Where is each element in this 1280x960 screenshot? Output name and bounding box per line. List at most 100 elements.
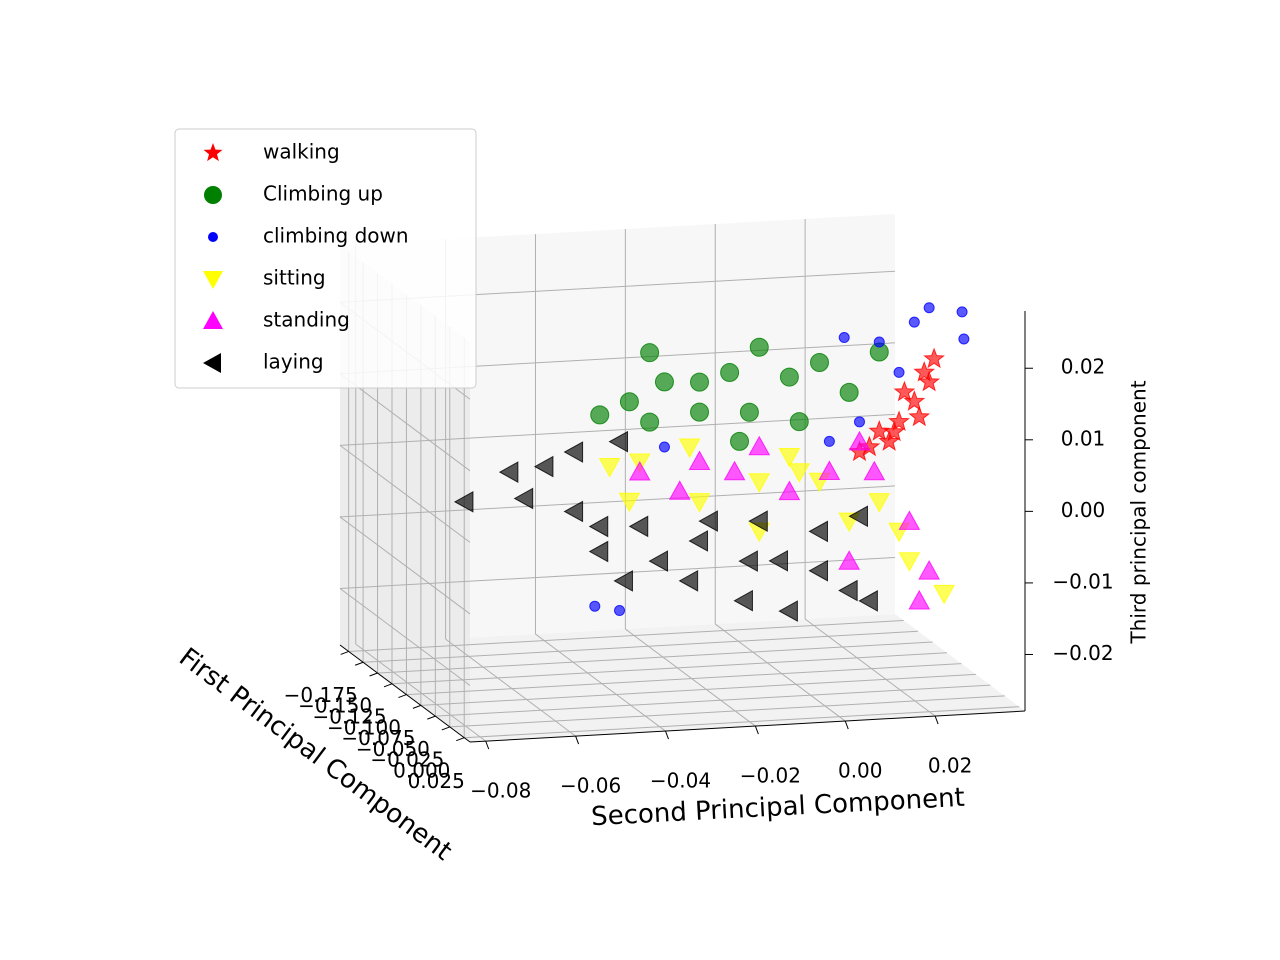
y-tick-label: −0.04 xyxy=(650,769,711,793)
data-point xyxy=(908,589,931,610)
grid-line xyxy=(625,628,756,727)
z-tick-label: 0.02 xyxy=(1061,355,1106,379)
data-point xyxy=(739,402,759,422)
x-tick-label: −0.075 xyxy=(341,726,415,750)
data-point xyxy=(690,372,710,392)
data-point xyxy=(619,392,639,412)
data-point xyxy=(533,455,554,478)
data-point xyxy=(730,431,750,451)
legend: walking Climbing up climbing down sitting st… xyxy=(174,128,477,389)
grid-line xyxy=(339,373,471,472)
data-point xyxy=(838,550,861,570)
data-point xyxy=(590,405,610,425)
data-point xyxy=(868,420,891,441)
data-point xyxy=(888,410,910,432)
grid-line xyxy=(339,485,896,518)
tick-mark xyxy=(844,720,849,730)
x-tick-label: 0.000 xyxy=(393,758,450,782)
data-point xyxy=(648,550,669,572)
data-point xyxy=(779,367,799,387)
x-tick-label: −0.050 xyxy=(356,737,430,761)
data-point xyxy=(923,302,935,314)
data-point xyxy=(688,493,711,513)
data-point xyxy=(628,460,651,481)
grid-line xyxy=(406,663,962,696)
legend-marker xyxy=(203,311,223,329)
data-point xyxy=(668,480,691,500)
data-point xyxy=(863,460,886,481)
data-point xyxy=(808,559,829,582)
tick-mark xyxy=(398,694,407,699)
data-point xyxy=(778,600,798,622)
data-point xyxy=(808,520,829,543)
data-point xyxy=(688,530,709,552)
grid-line xyxy=(339,588,471,686)
legend-marker xyxy=(203,353,221,373)
grid-line xyxy=(348,619,904,652)
tick-mark xyxy=(427,715,436,720)
data-point xyxy=(618,492,641,513)
z-axis-label: Third principal component xyxy=(1127,380,1151,644)
tick-mark xyxy=(456,737,465,742)
data-point xyxy=(513,487,534,510)
data-point xyxy=(893,366,905,378)
grid-line xyxy=(535,633,666,732)
data-point xyxy=(873,336,885,348)
x-tick-label: −0.125 xyxy=(313,705,387,729)
grid-line xyxy=(804,618,936,717)
data-point xyxy=(678,570,699,592)
tick-mark xyxy=(340,650,349,655)
data-point xyxy=(893,380,916,402)
data-point xyxy=(883,420,905,442)
legend-marker xyxy=(203,143,223,162)
y-axis-label: Second Principal Component xyxy=(590,783,965,833)
data-point xyxy=(640,343,660,363)
grid-line xyxy=(355,643,487,742)
data-point xyxy=(853,416,865,428)
data-point xyxy=(778,448,801,468)
tick-mark xyxy=(665,730,669,740)
grid-line xyxy=(363,630,919,663)
data-point xyxy=(498,461,519,483)
tick-mark xyxy=(934,715,939,725)
data-point xyxy=(898,552,921,572)
x-tick-label: −0.150 xyxy=(298,694,372,718)
data-point xyxy=(908,316,920,328)
legend-label: standing xyxy=(263,308,350,332)
data-point xyxy=(956,306,968,318)
data-point xyxy=(848,505,868,528)
data-point xyxy=(748,473,771,493)
data-point xyxy=(913,360,936,382)
y-tick-label: −0.06 xyxy=(560,774,621,798)
data-point xyxy=(958,333,970,345)
tick-mark xyxy=(412,704,422,709)
grid-line xyxy=(435,684,991,717)
data-point xyxy=(748,435,771,456)
tick-mark xyxy=(383,683,393,688)
data-point xyxy=(613,570,633,592)
z-tick-label: 0.00 xyxy=(1061,498,1106,522)
y-axis-line xyxy=(469,710,1026,743)
grid-line xyxy=(464,706,1020,739)
tick-mark xyxy=(354,661,364,666)
data-point xyxy=(818,460,841,480)
data-point xyxy=(589,600,601,612)
tick-mark xyxy=(575,735,580,745)
data-point xyxy=(453,490,474,513)
y-tick-label: −0.08 xyxy=(470,779,531,803)
data-point xyxy=(654,372,674,392)
data-point xyxy=(839,382,859,402)
legend-label: climbing down xyxy=(263,224,409,248)
data-point xyxy=(563,441,584,463)
tick-mark xyxy=(369,672,378,677)
data-point xyxy=(868,493,891,513)
data-point xyxy=(898,510,921,530)
data-point xyxy=(588,540,609,563)
y-tick-label: 0.00 xyxy=(838,759,883,783)
y-tick-label: 0.02 xyxy=(928,754,973,778)
x-axis-line xyxy=(339,644,471,743)
data-point xyxy=(848,430,871,451)
data-point xyxy=(690,402,710,422)
grid-line xyxy=(391,652,948,685)
x-tick-label: −0.175 xyxy=(284,683,358,707)
